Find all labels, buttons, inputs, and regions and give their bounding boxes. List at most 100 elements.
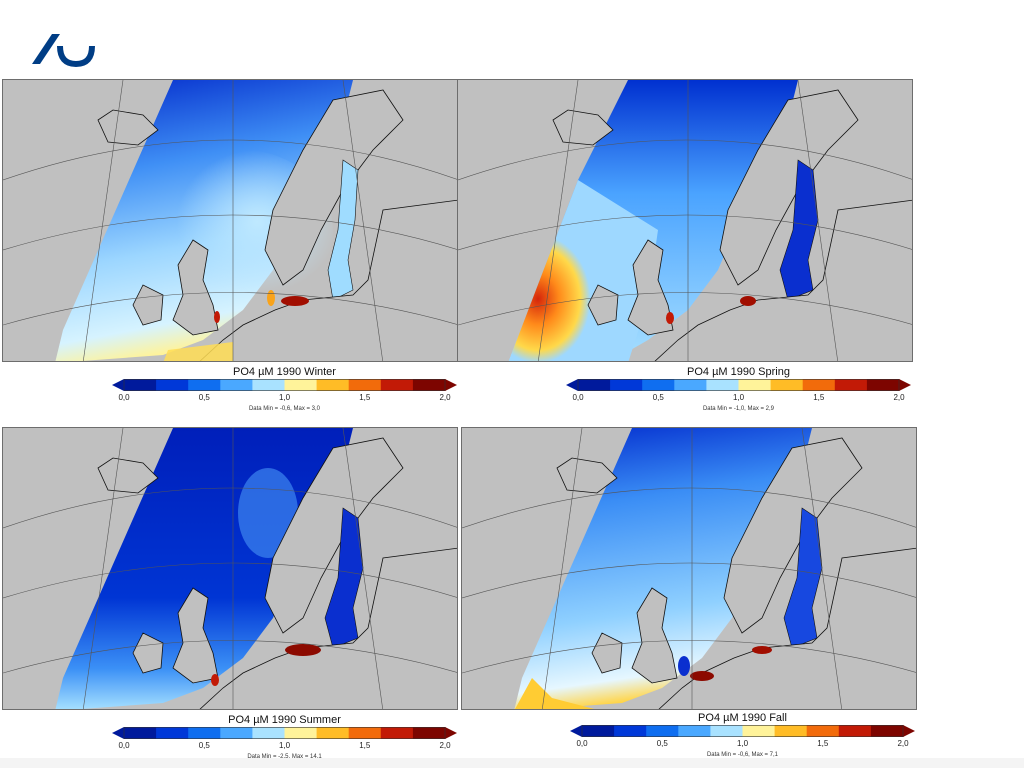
colorbar-swatch (742, 725, 776, 737)
colorbar-title: PO4 µM 1990 Winter (233, 366, 336, 378)
colorbar-tick-label: 2,0 (439, 393, 451, 402)
colorbar-min-arrow-icon (112, 379, 124, 391)
colorbar-tick-label: 0,0 (576, 739, 588, 748)
fall-map (462, 428, 916, 709)
land-uk (172, 587, 219, 684)
colorbar-tick-label: 0,5 (198, 393, 210, 402)
graticule (458, 80, 912, 361)
land-iceland (97, 457, 159, 494)
colorbar-swatch (710, 725, 744, 737)
hotspot-baltic-coast (740, 296, 756, 306)
land-scandinavia (264, 89, 404, 286)
colorbar-swatch (156, 727, 189, 739)
colorbar-tick-label: 0,5 (656, 739, 668, 748)
colorbar-tick-label: 2,0 (893, 393, 905, 402)
colorbar-title: PO4 µM 1990 Spring (687, 366, 790, 378)
colorbar-ticks: 0,0 0,5 1,0 1,5 2,0 (570, 739, 915, 749)
colorbar-ticks: 0,0 0,5 1,0 1,5 2,0 (112, 741, 457, 751)
colorbar-swatch (156, 379, 189, 391)
colorbar-tick-label: 0,0 (118, 393, 130, 402)
graticule (3, 428, 457, 709)
data-range-label: Data Min = -0,6, Max = 7,1 (706, 752, 779, 758)
baltic-sea (327, 159, 359, 301)
colorbar-ticks: 0,0 0,5 1,0 1,5 2,0 (112, 393, 457, 403)
colorbar-swatch (614, 725, 647, 737)
land-uk (172, 239, 219, 336)
colorbar-max-arrow-icon (899, 379, 911, 391)
colorbar-swatch (706, 379, 740, 391)
colorbar-tick-label: 0,0 (572, 393, 584, 402)
map-panel-winter (2, 79, 458, 362)
colorbar-min-arrow-icon (566, 379, 578, 391)
data-range-label: Data Min = -0,6, Max = 3,0 (248, 406, 321, 412)
colorbar-swatch (738, 379, 772, 391)
sea-field-highlight (238, 468, 298, 558)
colorbar-tick-label: 2,0 (897, 739, 909, 748)
sea-field (514, 428, 812, 709)
colorbar-swatch (678, 725, 711, 737)
land-iceland (552, 109, 614, 146)
colorbar-swatch (412, 379, 446, 391)
colorbar-swatch (316, 727, 350, 739)
colorbar-swatch (578, 379, 611, 391)
colorbar-max-arrow-icon (903, 725, 915, 737)
land-continent (654, 199, 912, 361)
hotspot-danish-coast (267, 290, 275, 306)
land-ireland (132, 284, 164, 326)
winter-map (3, 80, 457, 361)
land-iceland (97, 109, 159, 146)
hotspot-thames (214, 311, 220, 323)
hotspot-thames (666, 312, 674, 324)
hotspot-german-bight (690, 671, 714, 681)
colorbar-swatch (348, 727, 382, 739)
land-ireland (132, 632, 164, 674)
colorbar-min-arrow-icon (570, 725, 582, 737)
colorbar-border (123, 379, 446, 391)
hotspot-baltic-coast (752, 646, 772, 654)
land-scandinavia (264, 437, 404, 634)
colorbar-min-arrow-icon (112, 727, 124, 739)
colorbar-swatch (582, 725, 615, 737)
colorbar-border (577, 379, 900, 391)
colorbar-swatch (380, 727, 414, 739)
colorbar-swatch (252, 379, 286, 391)
colorbar-border (123, 727, 446, 739)
land-continent (658, 547, 916, 709)
land-continent (199, 199, 457, 361)
colorbar-tick-label: 1,5 (359, 393, 371, 402)
colorbar-scale (570, 725, 915, 737)
hotspot-thames (211, 674, 219, 686)
university-logo-icon (32, 34, 95, 68)
colorbar-tick-label: 1,5 (817, 739, 829, 748)
colorbar-swatch (870, 725, 904, 737)
hotspot-baltic-coast (281, 296, 309, 306)
graticule (462, 428, 916, 709)
map-panel-fall (461, 427, 917, 710)
colorbar-swatch (124, 727, 157, 739)
colorbar-swatch (834, 379, 868, 391)
colorbar-swatch (674, 379, 707, 391)
colorbar-swatch (220, 727, 253, 739)
data-range-label: Data Min = -1,0, Max = 2,9 (702, 406, 775, 412)
colorbar-swatch (348, 379, 382, 391)
hotspot-southwest (515, 678, 595, 709)
spring-map (458, 80, 912, 361)
colorbar-swatch (642, 379, 675, 391)
colorbar-swatch (610, 379, 643, 391)
hotspot-channel (163, 342, 233, 361)
land-continent (199, 547, 457, 709)
graticule (3, 80, 457, 361)
colorbar-scale (112, 727, 457, 739)
summer-map (3, 428, 457, 709)
colorbar-swatch (316, 379, 350, 391)
land-ireland (591, 632, 623, 674)
colorbar-max-arrow-icon (445, 727, 457, 739)
colorbar-swatch (774, 725, 808, 737)
hotspot-baltic-coast (285, 644, 321, 656)
colorbar-title: PO4 µM 1990 Summer (228, 714, 341, 726)
colorbar-swatch (124, 379, 157, 391)
colorbar-swatch (380, 379, 414, 391)
colorbar-max-arrow-icon (445, 379, 457, 391)
colorbar-swatch (770, 379, 804, 391)
colorbar-scale (112, 379, 457, 391)
